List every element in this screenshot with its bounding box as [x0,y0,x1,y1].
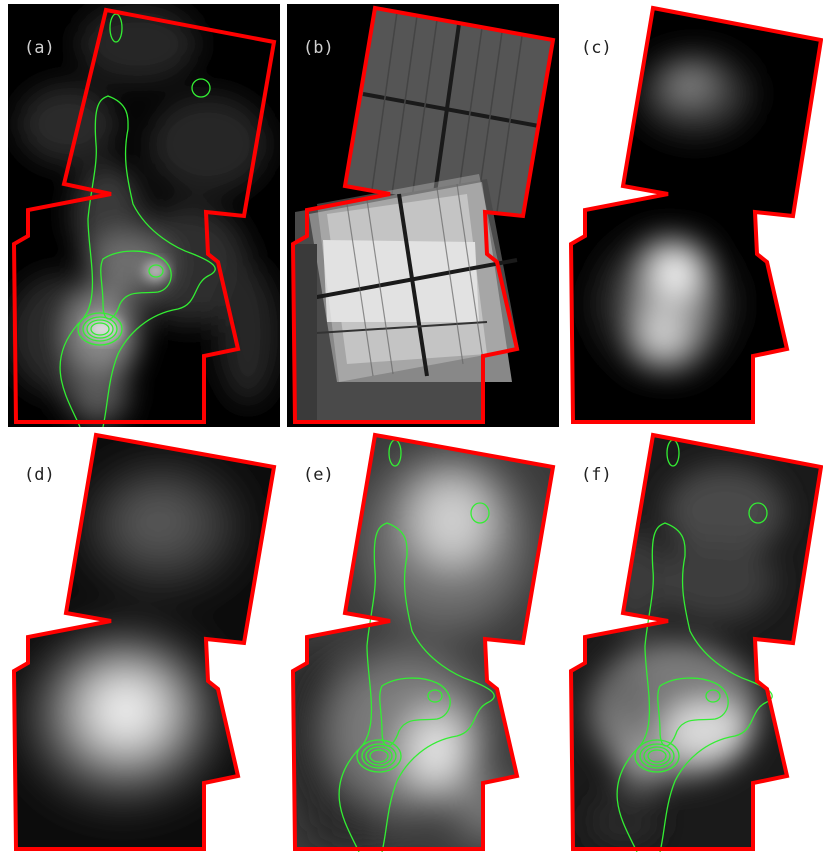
panel-b: (b) [287,4,559,427]
panel-c: (c) [565,4,823,427]
panel-b-image [287,4,559,427]
panel-d-image [8,431,280,852]
panel-b-exposure-upper [345,8,553,216]
panel-f-footprint [568,432,823,851]
panel-b-footprint [290,5,556,424]
panel-e-image [287,431,559,852]
panel-d-footprint [11,432,277,851]
panel-e: (e) [287,431,559,852]
panel-c-image [565,4,823,427]
panel-b-label: (b) [303,38,334,58]
panel-f-label: (f) [581,465,612,485]
panel-a: (a) [8,4,280,427]
panel-e-label: (e) [303,465,334,485]
panel-f: (f) [565,431,823,852]
panel-f-image [565,431,823,852]
panel-a-footprint [11,7,277,424]
panel-e-footprint [290,432,556,851]
panel-a-contours [59,13,216,427]
panel-f-contours [616,439,773,852]
panel-b-exposure-lower [295,174,519,422]
panel-a-image [8,4,280,427]
panel-a-label: (a) [24,38,55,58]
panel-e-contours [338,439,495,852]
panel-c-footprint [568,5,823,424]
panel-c-label: (c) [581,38,612,58]
panel-d: (d) [8,431,280,852]
panel-d-label: (d) [24,465,55,485]
